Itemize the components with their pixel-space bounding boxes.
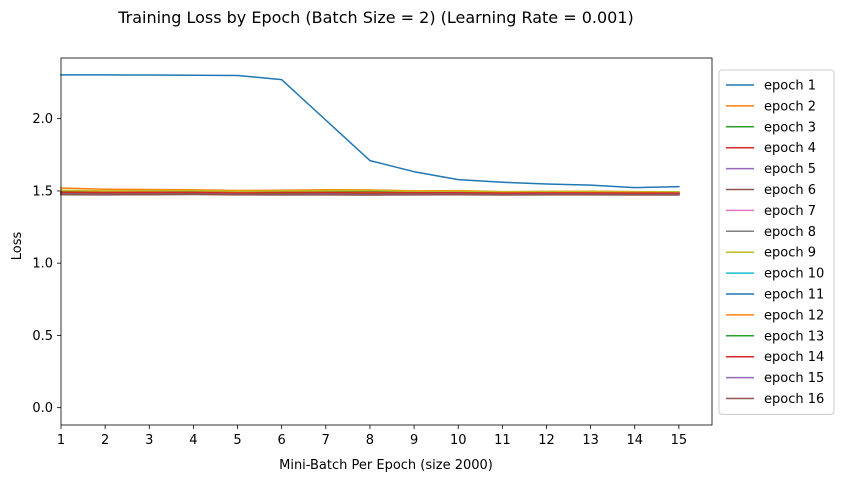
chart-title: Training Loss by Epoch (Batch Size = 2) … [117,8,634,27]
plot-area: 1 2 3 4 5 6 7 8 9 10 11 12 13 14 150.00.51.01.52.0 [32,57,713,448]
plot-frame [60,57,713,426]
x-tick-label: 2 [101,433,109,448]
legend-label: epoch 3 [764,120,816,135]
x-tick-label: 5 [233,433,241,448]
x-tick-label: 8 [366,433,374,448]
x-tick-label: 11 [494,433,511,448]
y-tick-label: 1.5 [32,184,53,199]
x-tick-label: 10 [450,433,467,448]
legend-label: epoch 8 [764,225,816,240]
legend-label: epoch 10 [764,267,824,282]
x-tick-label: 3 [145,433,153,448]
x-tick-label: 14 [626,433,643,448]
legend-label: epoch 6 [764,183,816,198]
x-tick-label: 6 [278,433,286,448]
y-tick-label: 0.5 [32,329,53,344]
legend-label: epoch 7 [764,204,816,219]
x-tick-label: 12 [538,433,555,448]
x-axis-title: Mini-Batch Per Epoch (size 2000) [279,458,493,473]
series-line-epoch-16 [60,193,680,196]
x-tick-label: 7 [322,433,330,448]
series-line-epoch-1 [60,74,680,189]
legend-label: epoch 4 [764,141,816,156]
y-axis-title: Loss [10,232,25,261]
series-line-epoch-9 [60,189,680,193]
legend-box [718,69,835,415]
legend-label: epoch 9 [764,246,816,261]
legend-label: epoch 2 [764,99,816,114]
legend-label: epoch 1 [764,79,816,94]
legend-label: epoch 13 [764,329,824,344]
legend-label: epoch 5 [764,162,816,177]
series-lines [60,74,680,196]
x-tick-label: 1 [57,433,65,448]
legend-label: epoch 16 [764,392,824,407]
legend-label: epoch 11 [764,288,824,303]
legend-label: epoch 12 [764,308,824,323]
x-tick-label: 4 [189,433,197,448]
x-tick-label: 9 [410,433,418,448]
x-tick-label: 13 [582,433,599,448]
legend-label: epoch 15 [764,371,824,386]
y-tick-label: 0.0 [32,401,53,416]
x-tick-label: 15 [671,433,688,448]
series-line-epoch-14 [60,191,680,194]
y-tick-label: 2.0 [32,112,53,127]
legend: epoch 1 epoch 2 epoch 3 epoch 4 epoch 5 epoch… [718,69,835,415]
y-tick-label: 1.0 [32,257,53,272]
legend-label: epoch 14 [764,350,824,365]
